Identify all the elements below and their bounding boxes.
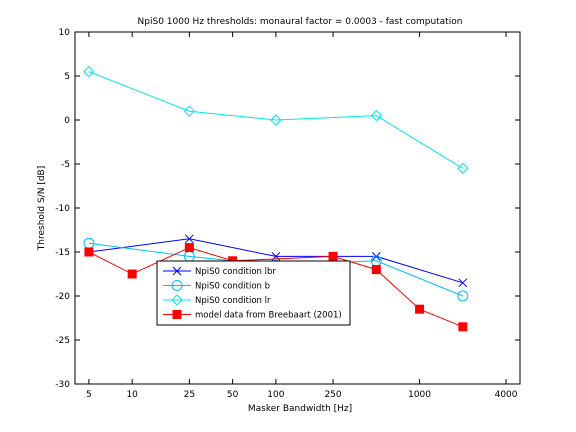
x-tick-label: 250	[324, 390, 341, 400]
x-tick-label: 4000	[495, 390, 518, 400]
data-point-circle-marker	[457, 290, 469, 302]
plot-area	[74, 31, 521, 385]
y-tick-label: -15	[55, 248, 70, 258]
legend: NpiS0 condition lbr NpiS0 condition b NpiS…	[156, 260, 351, 326]
legend-entry: NpiS0 condition lr	[163, 294, 271, 306]
data-point-square-marker	[127, 269, 137, 279]
chart-title: NpiS0 1000 Hz thresholds: monaural facto…	[138, 17, 463, 27]
x-tick-label: 1000	[408, 390, 431, 400]
series-3	[83, 65, 469, 175]
data-point-diamond-marker	[457, 162, 469, 175]
data-point-diamond-marker	[270, 114, 282, 126]
data-point-diamond-marker	[171, 294, 183, 306]
y-axis-label: Threshold S/N [dB]	[37, 166, 47, 251]
y-tick-label: 5	[64, 72, 70, 82]
data-point-x-marker	[371, 252, 381, 261]
legend-entry: NpiS0 condition b	[163, 280, 270, 292]
data-point-square-marker	[328, 251, 338, 261]
data-point-x-marker	[185, 234, 194, 244]
data-point-square-marker	[371, 265, 381, 275]
y-tick-label: -10	[55, 204, 70, 214]
data-point-square-marker	[84, 247, 94, 257]
legend-entry: model data from Breebaart (2001)	[163, 310, 342, 321]
x-tick-label: 50	[227, 390, 239, 400]
series-layer	[83, 65, 469, 332]
legend-entry: NpiS0 condition lbr	[163, 266, 276, 277]
legend-label: NpiS0 condition lr	[195, 296, 271, 306]
legend-label: model data from Breebaart (2001)	[195, 311, 342, 321]
data-point-square-marker	[184, 243, 194, 253]
x-tick-label: 100	[267, 390, 284, 400]
data-point-diamond-marker	[83, 65, 95, 78]
axes-layer: 5 10 25 50 100 250 1000 4000 -30 -25 -20 -15 -10 -5 0 5…	[55, 28, 520, 400]
data-point-circle-marker	[171, 280, 183, 291]
series-line	[88, 247, 464, 328]
y-tick-label: -5	[61, 160, 70, 170]
data-point-square-marker	[415, 304, 425, 314]
y-tick-label: -20	[55, 292, 70, 302]
y-tick-label: 10	[59, 28, 71, 38]
data-point-square-marker	[172, 310, 182, 319]
y-tick-label: -30	[55, 380, 70, 390]
x-tick-label: 10	[126, 390, 138, 400]
data-point-diamond-marker	[183, 105, 196, 117]
x-axis-label: Masker Bandwidth [Hz]	[248, 404, 352, 414]
series-4	[84, 243, 468, 332]
x-tick-label: 5	[86, 390, 92, 400]
data-point-diamond-marker	[370, 109, 383, 122]
series-line	[88, 71, 464, 169]
y-tick-label: -25	[55, 336, 70, 346]
y-tick-label: 0	[64, 116, 70, 126]
x-tick-label: 25	[184, 390, 195, 400]
legend-label: NpiS0 condition b	[195, 282, 270, 292]
data-point-square-marker	[458, 322, 468, 332]
data-point-x-marker	[458, 278, 468, 288]
legend-label: NpiS0 condition lbr	[195, 267, 276, 277]
data-point-x-marker	[172, 266, 182, 276]
